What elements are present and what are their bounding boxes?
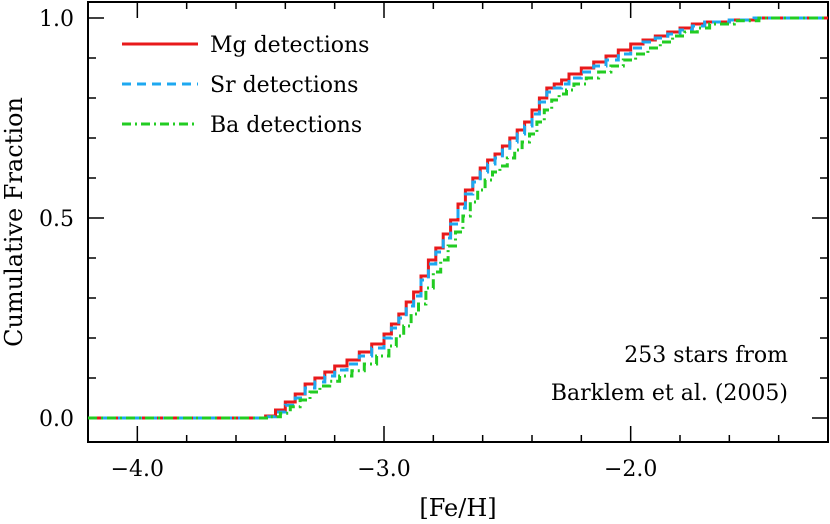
ticks [87,2,829,442]
x-tick-label: −3.0 [357,457,410,482]
plot-frame [87,1,829,443]
legend: Mg detections Sr detections Ba detections [122,33,369,138]
legend-label-0: Mg detections [210,33,369,58]
legend-label-2: Ba detections [210,113,362,138]
annotation-line-1: 253 stars from [624,343,788,368]
legend-label-1: Sr detections [210,73,358,98]
series-layer [88,16,828,420]
x-tick-label: −2.0 [604,457,657,482]
series-line-0 [88,16,828,420]
x-axis-title: [Fe/H] [419,494,496,522]
y-tick-labels: 0.0 0.5 1.0 [39,7,74,432]
y-tick-label: 1.0 [39,7,74,32]
y-tick-label: 0.0 [39,407,74,432]
annotation-line-2: Barklem et al. (2005) [551,381,788,406]
y-axis-title: Cumulative Fraction [0,97,28,347]
series-line-2 [88,16,828,420]
y-tick-label: 0.5 [39,207,74,232]
x-tick-label: −4.0 [111,457,164,482]
series-line-1 [88,16,828,420]
x-tick-labels: −4.0 −3.0 −2.0 [111,457,658,482]
